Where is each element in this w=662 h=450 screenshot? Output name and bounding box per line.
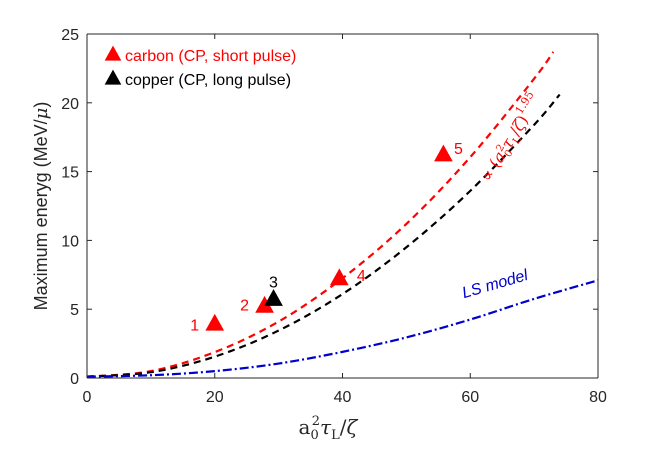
x-tick-label: 60 <box>461 389 479 406</box>
y-tick-label: 20 <box>61 96 79 113</box>
data-point-4 <box>329 268 349 286</box>
y-tick-label: 0 <box>70 371 79 388</box>
y-tick-label: 15 <box>61 165 79 182</box>
x-tick-label: 20 <box>206 389 224 406</box>
data-point-label-2: 2 <box>240 297 249 314</box>
data-point-5 <box>434 144 453 162</box>
y-tick-label: 5 <box>70 302 79 319</box>
data-point-label-4: 4 <box>357 268 366 285</box>
x-tick-label: 40 <box>334 389 352 406</box>
series-line-fit-carbon <box>87 51 555 378</box>
legend-label-1: carbon (CP, short pulse) <box>125 48 296 65</box>
y-tick-label: 10 <box>61 233 79 250</box>
series-line-ls-model <box>87 279 598 378</box>
data-point-3 <box>264 289 283 306</box>
data-point-1 <box>205 313 225 331</box>
x-axis-title: a02τL/ζ <box>299 414 359 443</box>
series-line-fit-copper <box>87 93 561 378</box>
legend-marker-1 <box>104 45 122 61</box>
x-tick-label: 0 <box>83 389 92 406</box>
y-axis-title: Maximum eneryg (MeV/μ) <box>31 102 52 311</box>
y-tick-label: 25 <box>61 27 79 44</box>
data-point-label-5: 5 <box>454 141 463 158</box>
legend-marker-2 <box>104 69 122 85</box>
data-point-label-3: 3 <box>269 275 278 292</box>
x-tick-label: 80 <box>589 389 607 406</box>
legend-label-2: copper (CP, long pulse) <box>125 72 291 89</box>
data-point-label-1: 1 <box>190 317 199 334</box>
